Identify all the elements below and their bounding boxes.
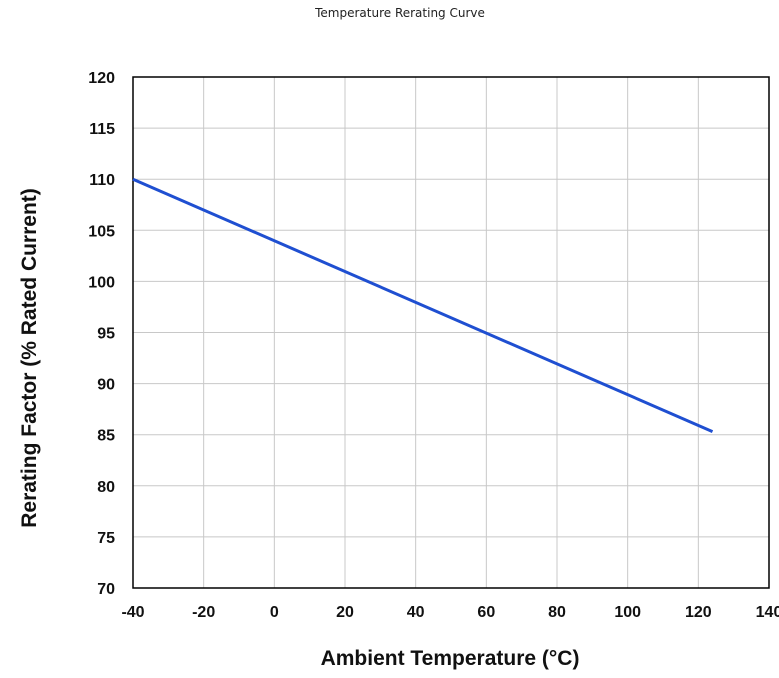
x-tick-label: 0 <box>270 604 279 621</box>
y-tick-label: 70 <box>97 581 115 598</box>
x-tick-label: -20 <box>192 604 215 621</box>
plot-frame <box>132 76 770 589</box>
x-axis-title: Ambient Temperature (°C) <box>321 647 580 670</box>
x-tick-label: 100 <box>614 604 641 621</box>
y-tick-label: 120 <box>88 70 115 87</box>
y-axis-title: Rerating Factor (% Rated Current) <box>18 188 41 528</box>
y-tick-label: 110 <box>89 172 115 189</box>
grid <box>133 77 769 588</box>
y-tick-label: 115 <box>89 121 115 138</box>
y-tick-label: 105 <box>88 223 115 240</box>
y-tick-label: 75 <box>97 530 115 547</box>
y-tick-label: 85 <box>97 428 115 445</box>
y-tick-label: 90 <box>97 377 115 394</box>
x-axis-ticks: -40 -20 0 20 40 60 80 100 120 140 <box>121 604 779 621</box>
x-tick-label: 60 <box>477 604 495 621</box>
x-tick-label: -40 <box>121 604 144 621</box>
x-tick-label: 80 <box>548 604 566 621</box>
y-tick-label: 80 <box>97 479 115 496</box>
x-tick-label: 140 <box>756 604 779 621</box>
x-tick-label: 120 <box>685 604 712 621</box>
y-tick-label: 95 <box>97 326 115 343</box>
x-tick-label: 20 <box>336 604 354 621</box>
series-layer <box>132 177 714 433</box>
chart-title: Temperature Rerating Curve <box>314 6 485 20</box>
x-tick-label: 40 <box>407 604 425 621</box>
series-line-0 <box>132 177 714 433</box>
y-axis-ticks: 70 75 80 85 90 95 100 105 110 115 120 <box>88 70 115 598</box>
y-tick-label: 100 <box>88 274 115 291</box>
